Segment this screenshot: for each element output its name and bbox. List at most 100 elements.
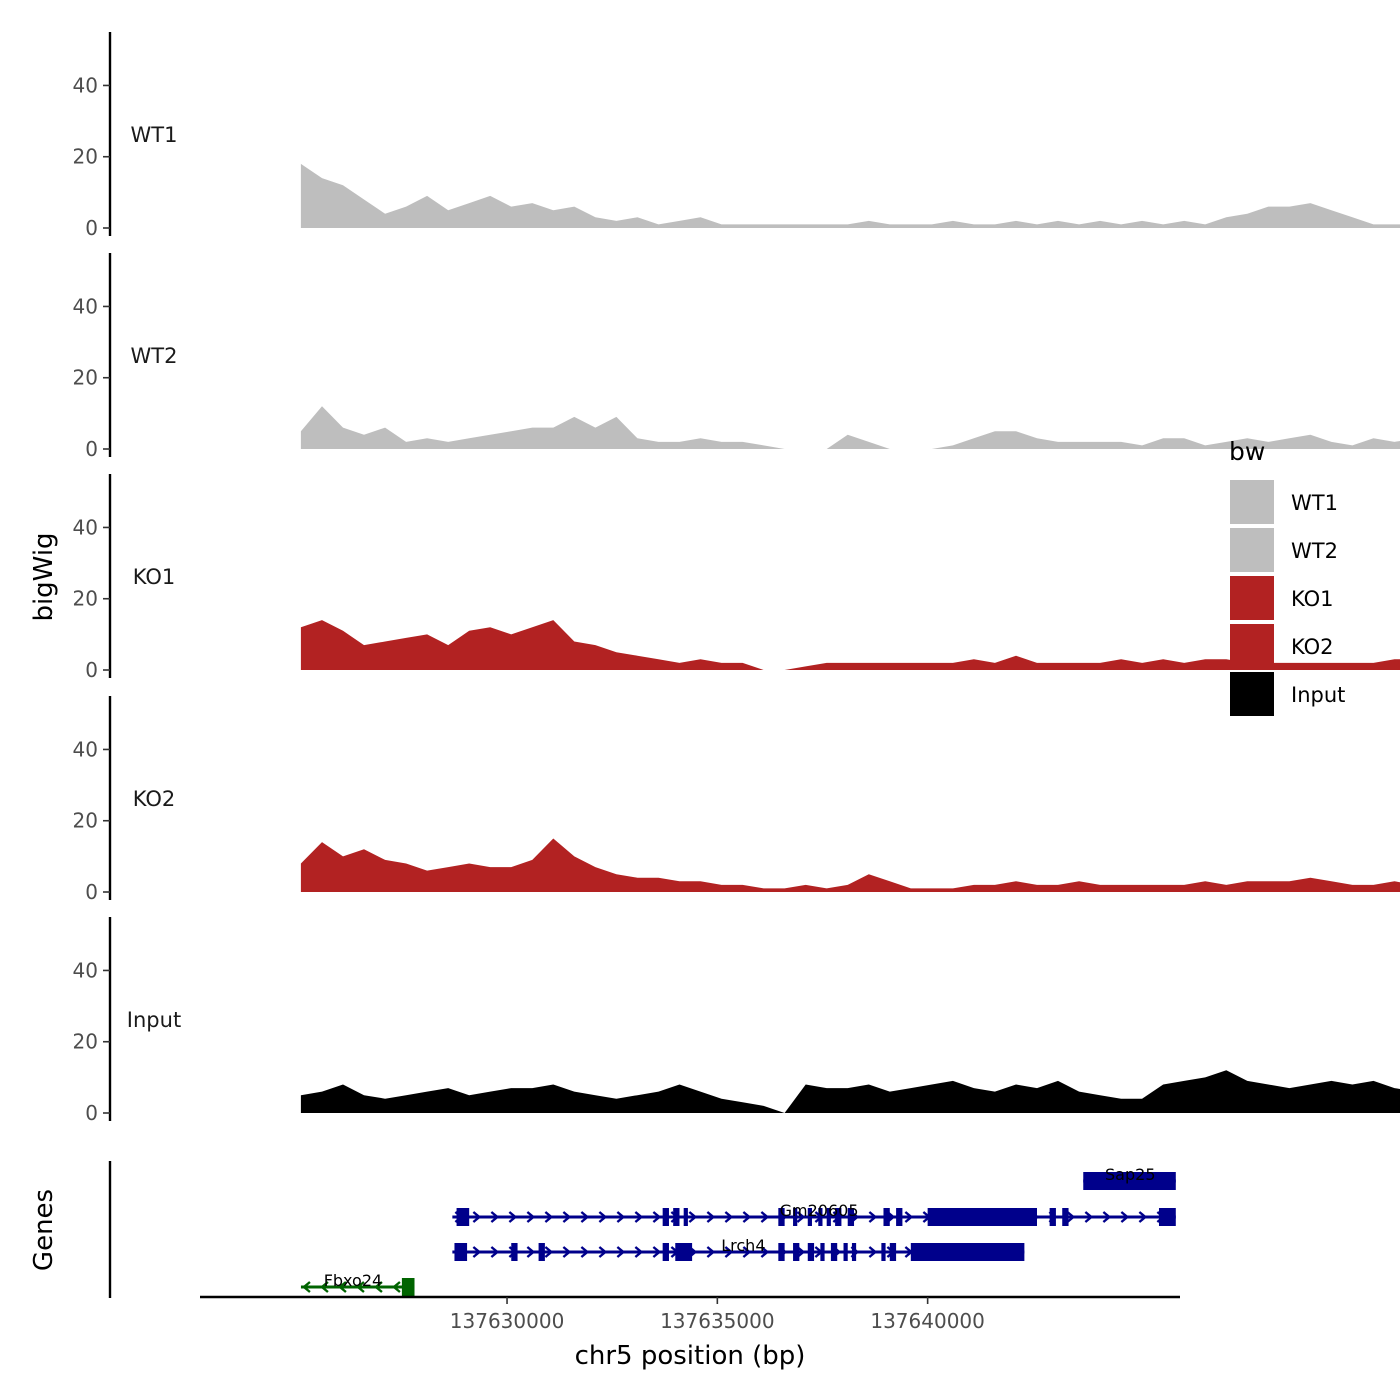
strand-arrow bbox=[796, 1211, 806, 1223]
y-tick-label: 20 bbox=[73, 587, 98, 611]
strand-arrow bbox=[868, 1211, 878, 1223]
legend-label-wt1: WT1 bbox=[1291, 491, 1338, 515]
y-tick-label: 20 bbox=[73, 366, 98, 390]
gene-exon bbox=[1083, 1172, 1176, 1190]
legend-key-ko1 bbox=[1230, 576, 1274, 620]
legend-key-wt2 bbox=[1230, 528, 1274, 572]
gene-exon bbox=[883, 1208, 890, 1226]
track-label-wt2: WT2 bbox=[131, 344, 178, 368]
gene-label: Lrch4 bbox=[721, 1236, 765, 1255]
gene-exon bbox=[818, 1208, 823, 1226]
gene-sap25: Sap25 bbox=[1083, 1165, 1176, 1190]
strand-arrow bbox=[1138, 1211, 1148, 1223]
strand-arrow bbox=[508, 1211, 518, 1223]
strand-arrow bbox=[490, 1211, 500, 1223]
strand-arrow bbox=[1066, 1211, 1076, 1223]
strand-arrow bbox=[868, 1246, 878, 1258]
strand-arrow bbox=[1102, 1211, 1112, 1223]
strand-arrow bbox=[634, 1246, 644, 1258]
gene-exon bbox=[511, 1243, 518, 1261]
track-label-input: Input bbox=[127, 1008, 181, 1032]
strand-arrow bbox=[652, 1211, 662, 1223]
gene-lrch4: Lrch4 bbox=[452, 1236, 1025, 1261]
strand-arrow bbox=[634, 1211, 644, 1223]
y-tick-label: 20 bbox=[73, 145, 98, 169]
track-panel-wt1: 0 20 40 WT1 bbox=[73, 32, 1400, 240]
x-axis-title: chr5 position (bp) bbox=[575, 1341, 806, 1371]
gene-gm20605: Gm20605 bbox=[452, 1201, 1176, 1226]
gene-exon bbox=[927, 1208, 1037, 1226]
gene-exon bbox=[807, 1243, 815, 1261]
genes-axis-title: Genes bbox=[29, 1189, 59, 1271]
legend-key-input bbox=[1230, 672, 1274, 716]
y-tick-label: 40 bbox=[73, 958, 98, 982]
track-label-wt1: WT1 bbox=[131, 123, 178, 147]
legend-label-wt2: WT2 bbox=[1291, 539, 1338, 563]
gene-label: Fbxo24 bbox=[324, 1271, 382, 1290]
strand-arrow bbox=[356, 1281, 365, 1293]
x-axis: 137630000 137635000 137640000 bbox=[200, 1295, 1180, 1333]
track-label-ko1: KO1 bbox=[133, 565, 176, 589]
strand-arrow bbox=[706, 1246, 716, 1258]
strand-arrow bbox=[724, 1211, 734, 1223]
strand-arrow bbox=[490, 1246, 500, 1258]
strand-arrow bbox=[580, 1211, 590, 1223]
gene-exon bbox=[662, 1208, 669, 1226]
strand-arrow bbox=[760, 1211, 770, 1223]
gene-exon bbox=[793, 1243, 800, 1261]
y-tick-label: 0 bbox=[85, 1101, 98, 1125]
gene-exon bbox=[778, 1208, 785, 1226]
strand-arrow bbox=[706, 1211, 716, 1223]
strand-arrow bbox=[472, 1246, 482, 1258]
strand-arrow bbox=[616, 1246, 626, 1258]
coverage-area-ko1 bbox=[300, 620, 1400, 670]
strand-arrow bbox=[338, 1281, 347, 1293]
gene-exon bbox=[401, 1278, 415, 1296]
legend-label-ko1: KO1 bbox=[1291, 587, 1334, 611]
legend: bw WT1 WT2 KO1 KO2 Input bbox=[1229, 437, 1345, 716]
strand-arrow bbox=[562, 1246, 572, 1258]
coverage-area-input bbox=[300, 1070, 1400, 1113]
legend-label-ko2: KO2 bbox=[1291, 635, 1334, 659]
gene-exon bbox=[793, 1208, 798, 1226]
gene-label: Gm20605 bbox=[780, 1201, 859, 1220]
gene-exon bbox=[820, 1243, 825, 1261]
y-tick-label: 20 bbox=[73, 809, 98, 833]
strand-arrow bbox=[904, 1211, 914, 1223]
strand-arrow bbox=[1084, 1211, 1094, 1223]
strand-arrow bbox=[688, 1211, 698, 1223]
strand-arrow bbox=[598, 1246, 608, 1258]
gene-exon bbox=[683, 1208, 688, 1226]
strand-arrow bbox=[796, 1246, 806, 1258]
track-panel-ko1: 0 20 40 KO1 bbox=[73, 474, 1400, 682]
gene-exon bbox=[910, 1243, 1025, 1261]
x-tick-label: 137635000 bbox=[660, 1309, 775, 1333]
strand-arrow bbox=[742, 1211, 752, 1223]
track-panel-wt2: 0 20 40 WT2 bbox=[73, 253, 1400, 461]
track-panel-ko2: 0 20 40 KO2 bbox=[73, 696, 1400, 904]
gene-exon bbox=[847, 1208, 855, 1226]
gene-exon bbox=[881, 1243, 886, 1261]
tracks-layer: 0 20 40 WT1 0 20 40 WT2 0 20 40 KO1 0 20 40 KO2 0 20 40 Inp… bbox=[73, 32, 1400, 1125]
x-tick-label: 137630000 bbox=[450, 1309, 565, 1333]
y-tick-label: 40 bbox=[73, 515, 98, 539]
strand-arrow bbox=[526, 1211, 536, 1223]
gene-exon bbox=[1049, 1208, 1056, 1226]
strand-arrow bbox=[1120, 1211, 1130, 1223]
strand-arrow bbox=[302, 1281, 311, 1293]
gene-label: Sap25 bbox=[1105, 1165, 1155, 1184]
gene-exon bbox=[778, 1243, 785, 1261]
coverage-area-ko2 bbox=[300, 838, 1400, 892]
legend-title: bw bbox=[1229, 437, 1265, 466]
genes-panel: Sap25 Gm20605 Lrch4 Fbxo24 bbox=[108, 1161, 1176, 1298]
y-tick-label: 0 bbox=[85, 880, 98, 904]
gene-exon bbox=[456, 1208, 470, 1226]
strand-arrow bbox=[374, 1281, 383, 1293]
y-tick-label: 40 bbox=[73, 737, 98, 761]
gene-exon bbox=[826, 1208, 831, 1226]
gene-fbxo24: Fbxo24 bbox=[300, 1271, 415, 1296]
coverage-area-wt1 bbox=[300, 163, 1400, 228]
track-panel-input: 0 20 40 Input bbox=[73, 917, 1400, 1125]
coverage-area-wt2 bbox=[300, 406, 1400, 449]
